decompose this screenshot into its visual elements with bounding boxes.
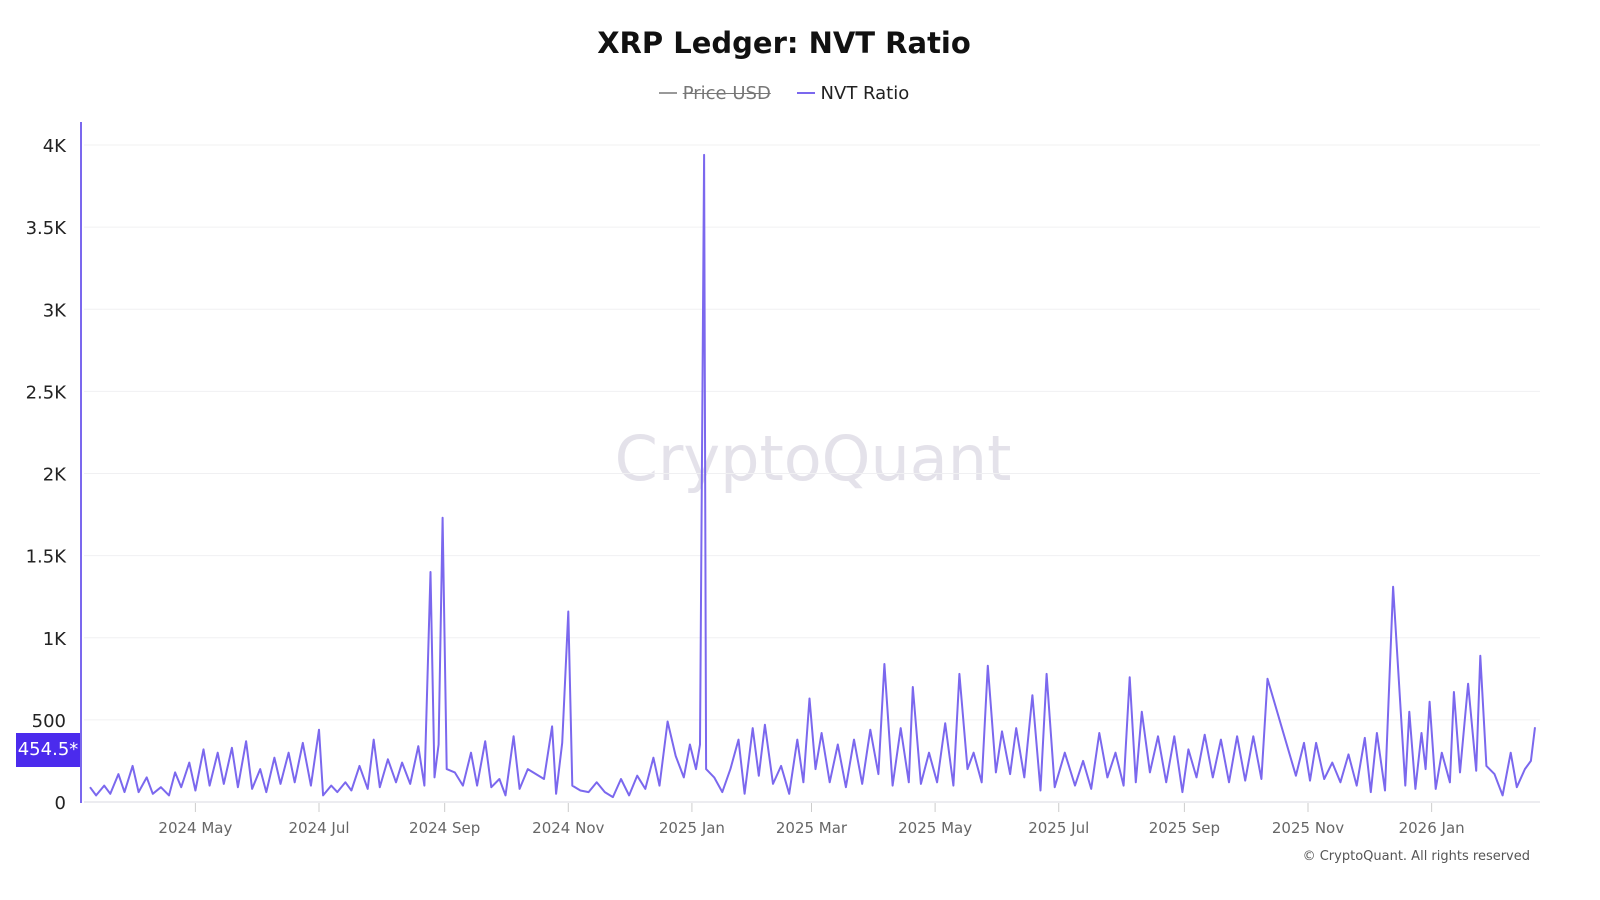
x-tick-label: 2025 Jan [659,819,725,837]
x-tick-label: 2024 Nov [532,819,604,837]
series-line-nvt-ratio [89,153,1536,799]
x-tick-label: 2025 Mar [776,819,848,837]
legend-swatch-nvt [796,92,815,94]
x-tick-label: 2024 Jul [288,819,349,837]
y-tick-label: 500 [32,711,66,732]
x-tick-label: 2024 May [158,819,232,837]
x-tick-label: 2025 Nov [1272,819,1344,837]
watermark: CryptoQuant [615,422,1012,495]
last-value-badge: 454.5* [16,732,80,767]
y-tick-label: 4K [43,136,67,157]
y-tick-label: 1.5K [26,547,68,568]
y-tick-label: 1K [43,629,67,650]
legend-item-nvt-ratio[interactable]: NVT Ratio [796,82,910,104]
x-tick-label: 2025 May [898,819,972,837]
x-tick-label: 2025 Sep [1149,819,1220,837]
y-tick-label: 3.5K [26,218,68,239]
y-tick-label: 2.5K [26,382,68,403]
x-tick-label: 2025 Jul [1028,819,1089,837]
y-tick-label: 0 [55,793,66,814]
copyright: © CryptoQuant. All rights reserved [1302,849,1530,864]
legend-label: Price USD [682,82,771,104]
legend-item-price-usd[interactable]: Price USD [658,82,771,104]
x-tick-label: 2026 Jan [1399,819,1465,837]
legend-label: NVT Ratio [820,82,910,104]
legend: Price USD NVT Ratio [0,78,1568,104]
y-tick-label: 3K [43,300,67,321]
x-tick-label: 2024 Sep [409,819,480,837]
legend-swatch-price [658,92,677,94]
y-tick-label: 2K [43,465,67,486]
chart-title: XRP Ledger: NVT Ratio [597,26,971,60]
